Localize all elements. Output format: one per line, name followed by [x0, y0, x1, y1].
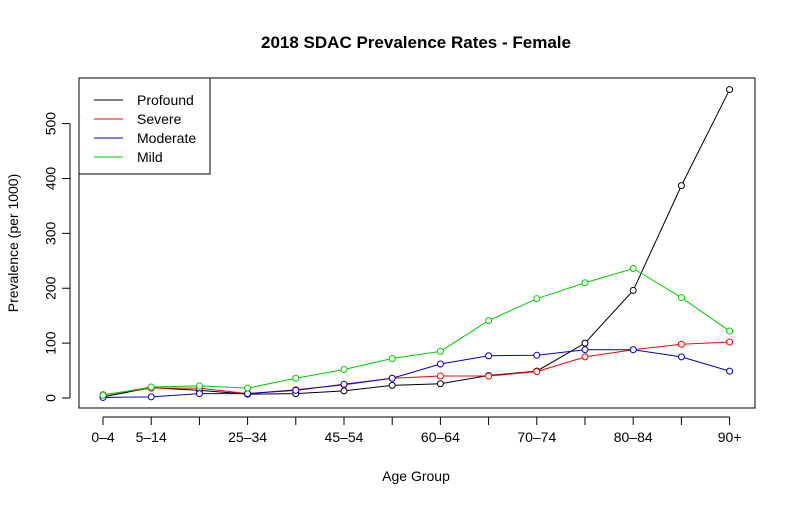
plot-frame — [78, 77, 756, 409]
data-point — [147, 383, 155, 391]
data-point — [581, 353, 589, 361]
x-tick-label: 0–4 — [91, 429, 115, 445]
series-line — [102, 341, 730, 396]
data-point — [533, 368, 541, 376]
data-point — [195, 390, 203, 398]
data-point — [677, 340, 685, 348]
x-tick-label: 45–54 — [325, 429, 364, 445]
data-point — [581, 346, 589, 354]
data-point — [340, 387, 348, 395]
data-point — [195, 382, 203, 390]
x-axis-label: Age Group — [382, 468, 450, 484]
data-point — [581, 339, 589, 347]
data-point — [436, 372, 444, 380]
data-point — [292, 386, 300, 394]
data-point — [677, 353, 685, 361]
data-point — [388, 381, 396, 389]
legend-label: Profound — [137, 92, 194, 108]
legend-label: Severe — [137, 111, 182, 127]
series-mild — [99, 264, 734, 399]
y-tick-label: 500 — [43, 112, 59, 136]
x-tick-label: 25–34 — [228, 429, 267, 445]
series-layer — [99, 86, 734, 401]
x-axis: 0–4 5–14 25–34 45–54 60–64 70–74 80–84 90+ — [91, 416, 742, 445]
y-tick-label: 100 — [43, 331, 59, 355]
data-point — [726, 327, 734, 335]
data-point — [436, 360, 444, 368]
y-axis-label: Prevalence (per 1000) — [5, 174, 21, 313]
y-tick-label: 0 — [43, 394, 59, 402]
data-point — [629, 286, 637, 294]
series-moderate — [99, 346, 734, 401]
y-axis: 0 100 200 300 400 500 — [43, 112, 71, 402]
legend-label: Moderate — [137, 130, 196, 146]
data-point — [629, 264, 637, 272]
data-point — [99, 391, 107, 399]
data-point — [340, 365, 348, 373]
x-tick-label: 80–84 — [614, 429, 653, 445]
chart-title: 2018 SDAC Prevalence Rates - Female — [261, 33, 571, 52]
data-point — [726, 367, 734, 375]
data-point — [388, 354, 396, 362]
data-point — [485, 317, 493, 325]
x-tick-label: 5–14 — [136, 429, 167, 445]
data-point — [292, 374, 300, 382]
data-point — [533, 295, 541, 303]
legend-label: Mild — [137, 149, 163, 165]
series-line — [102, 89, 731, 398]
data-point — [485, 372, 493, 380]
data-point — [388, 374, 396, 382]
x-tick-label: 90+ — [718, 429, 742, 445]
data-point — [485, 352, 493, 360]
legend: Profound Severe Moderate Mild — [78, 77, 211, 175]
legend-box — [78, 77, 211, 175]
series-severe — [99, 338, 734, 399]
series-line — [102, 349, 730, 398]
data-point — [677, 182, 685, 190]
data-point — [244, 384, 252, 392]
data-point — [436, 347, 444, 355]
y-tick-label: 400 — [43, 167, 59, 191]
y-tick-label: 300 — [43, 221, 59, 245]
data-point — [533, 351, 541, 359]
data-point — [340, 380, 348, 388]
data-point — [436, 380, 444, 388]
x-tick-label: 70–74 — [517, 429, 556, 445]
data-point — [726, 338, 734, 346]
x-tick-label: 60–64 — [421, 429, 460, 445]
data-point — [677, 294, 685, 302]
data-point — [147, 393, 155, 401]
data-point — [581, 279, 589, 287]
data-point — [629, 346, 637, 354]
data-point — [726, 86, 734, 94]
y-tick-label: 200 — [43, 276, 59, 300]
series-line — [102, 267, 730, 396]
